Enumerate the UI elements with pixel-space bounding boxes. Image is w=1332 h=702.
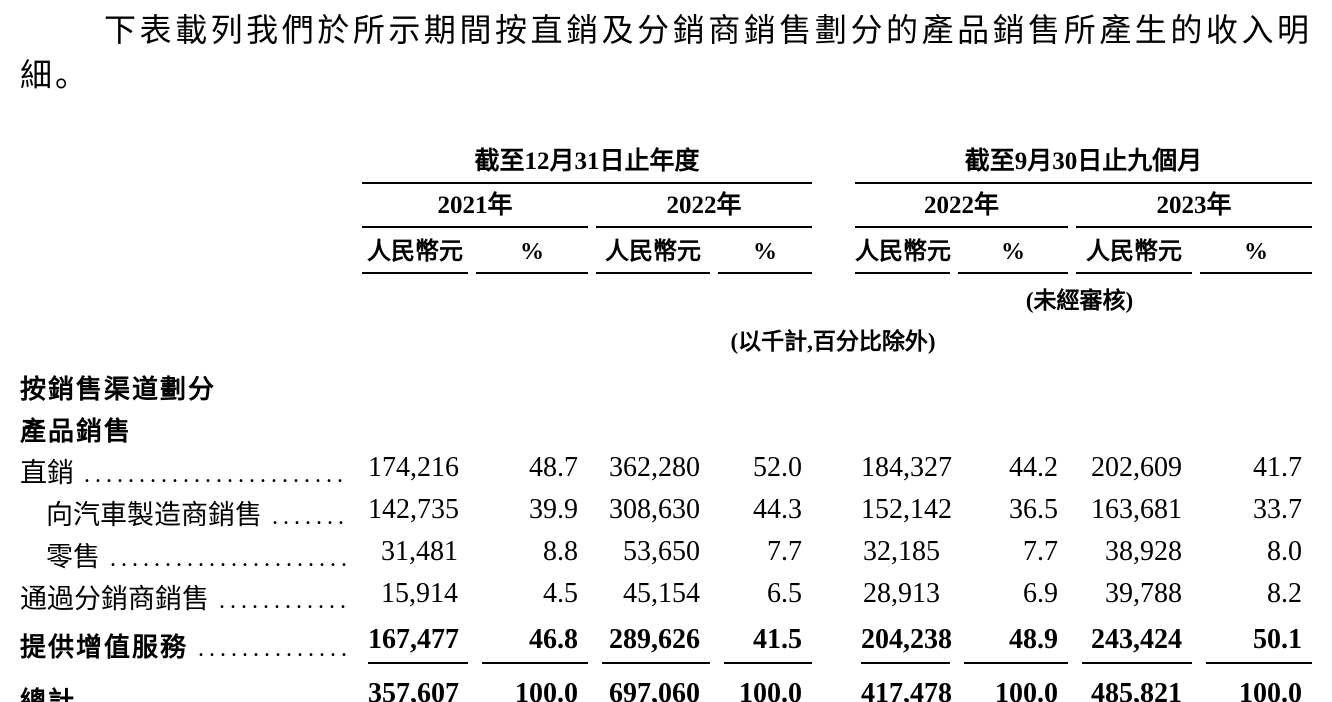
value-cell: 39,788 [1105, 577, 1183, 609]
row-label: 產品銷售 [20, 415, 133, 446]
leader-dots [86, 690, 348, 702]
intro-paragraph: 下表載列我們於所示期間按直銷及分銷商銷售劃分的產品銷售所產生的收入明細。 [20, 12, 1312, 94]
table-row-total: 總計 357,607 100.0 697,060 100.0 417,478 1… [20, 664, 1312, 702]
value-cell: 485,821 [1082, 674, 1192, 702]
table-row: 向汽車製造商銷售 142,735 39.9 308,630 44.3 152,1… [20, 490, 1312, 532]
value-cell: 8.2 [1267, 577, 1303, 609]
value-cell: 308,630 [609, 493, 700, 525]
value-cell: 357,607 [368, 674, 468, 702]
value-cell: 100.0 [1206, 674, 1312, 702]
value-cell: 53,650 [623, 535, 700, 567]
year-2022: 2022年 [588, 184, 813, 228]
value-cell: 6.9 [1023, 577, 1059, 609]
value-cell: 8.0 [1267, 535, 1303, 567]
percent-header-2022: % [710, 228, 813, 274]
table-row: 按銷售渠道劃分 [20, 356, 1312, 406]
period-group-row: 截至12月31日止年度 截至9月30日止九個月 [20, 141, 1313, 184]
period-group-nine-months: 截至9月30日止九個月 [847, 141, 1313, 184]
label-column-spacer [20, 141, 354, 184]
value-cell: 32,185 [863, 535, 941, 567]
unit-note: (以千計,百分比除外) [730, 328, 936, 354]
leader-dots [219, 588, 348, 615]
value-cell: 202,609 [1091, 451, 1183, 483]
value-cell: 697,060 [602, 674, 710, 702]
percent-header-2022-interim: % [950, 228, 1069, 274]
value-cell: 142,735 [368, 493, 459, 525]
value-cell: 39.9 [529, 493, 578, 525]
year-2023-interim: 2023年 [1068, 184, 1313, 228]
value-cell: 100.0 [964, 674, 1068, 702]
value-cell: 48.7 [529, 451, 578, 483]
year-header-row: 2021年 2022年 2022年 2023年 [20, 184, 1313, 228]
amount-header-2023-interim: 人民幣元 [1068, 228, 1193, 274]
row-label: 零售 [46, 541, 100, 572]
value-cell: 289,626 [602, 620, 710, 664]
table-row: 通過分銷商銷售 15,914 4.5 45,154 6.5 28,913 6.9… [20, 574, 1312, 616]
value-cell: 100.0 [724, 674, 812, 702]
percent-header-2023-interim: % [1192, 228, 1313, 274]
value-cell: 152,142 [861, 493, 953, 525]
year-2022-interim: 2022年 [847, 184, 1069, 228]
row-label: 提供增值服務 [20, 631, 189, 662]
column-header-row: 人民幣元 % 人民幣元 % 人民幣元 % 人民幣元 % [20, 228, 1313, 274]
table-row: 產品銷售 [20, 406, 1312, 448]
percent-header-2021: % [468, 228, 588, 274]
period-group-annual: 截至12月31日止年度 [354, 141, 813, 184]
unaudited-note: (未經審核) [1025, 287, 1134, 313]
leader-dots [272, 504, 348, 531]
row-label: 向汽車製造商銷售 [46, 499, 262, 530]
value-cell: 184,327 [861, 451, 953, 483]
group-gap-spacer [812, 141, 847, 184]
amount-header-2022: 人民幣元 [588, 228, 710, 274]
value-cell: 100.0 [482, 674, 588, 702]
table-row: 零售 31,481 8.8 53,650 7.7 32,185 7.7 38,9… [20, 532, 1312, 574]
value-cell: 50.1 [1206, 620, 1313, 664]
row-label: 直銷 [20, 457, 74, 488]
unaudited-note-row: (未經審核) [20, 274, 1312, 315]
value-cell: 174,216 [368, 451, 459, 483]
year-2021: 2021年 [354, 184, 588, 228]
value-cell: 7.7 [767, 535, 803, 567]
value-cell: 48.9 [964, 620, 1069, 664]
value-cell: 44.3 [753, 493, 803, 525]
period-group-annual-title: 截至12月31日止年度 [362, 141, 813, 184]
value-cell: 46.8 [482, 620, 588, 664]
value-cell: 36.5 [1009, 493, 1059, 525]
value-cell: 6.5 [767, 577, 803, 609]
value-cell: 167,477 [368, 620, 468, 664]
unit-note-row: (以千計,百分比除外) [20, 315, 1312, 356]
row-label: 按銷售渠道劃分 [20, 373, 217, 404]
amount-header-2021: 人民幣元 [354, 228, 468, 274]
leader-dots [198, 636, 348, 663]
value-cell: 204,238 [861, 620, 952, 664]
value-cell: 31,481 [381, 535, 458, 567]
amount-header-2022-interim: 人民幣元 [847, 228, 951, 274]
table-row: 直銷 174,216 48.7 362,280 52.0 184,327 44.… [20, 448, 1312, 490]
value-cell: 52.0 [753, 451, 803, 483]
value-cell: 362,280 [609, 451, 700, 483]
leader-dots [110, 546, 348, 573]
value-cell: 243,424 [1082, 620, 1193, 664]
value-cell: 4.5 [543, 577, 578, 609]
value-cell: 45,154 [623, 577, 700, 609]
revenue-table: 截至12月31日止年度 截至9月30日止九個月 2021年 2022年 2022… [20, 141, 1313, 702]
value-cell: 41.5 [724, 620, 813, 664]
period-group-nine-months-title: 截至9月30日止九個月 [855, 141, 1313, 184]
value-cell: 41.7 [1253, 451, 1303, 483]
value-cell: 38,928 [1105, 535, 1183, 567]
value-cell: 15,914 [381, 577, 458, 609]
leader-dots [84, 462, 348, 489]
table-row: 提供增值服務 167,477 46.8 289,626 41.5 204,238… [20, 616, 1313, 664]
value-cell: 44.2 [1009, 451, 1059, 483]
value-cell: 33.7 [1253, 493, 1303, 525]
value-cell: 28,913 [863, 577, 941, 609]
value-cell: 8.8 [543, 535, 578, 567]
value-cell: 417,478 [861, 674, 952, 702]
value-cell: 7.7 [1023, 535, 1059, 567]
value-cell: 163,681 [1091, 493, 1183, 525]
row-label: 通過分銷商銷售 [20, 583, 209, 614]
row-label: 總計 [20, 685, 77, 702]
